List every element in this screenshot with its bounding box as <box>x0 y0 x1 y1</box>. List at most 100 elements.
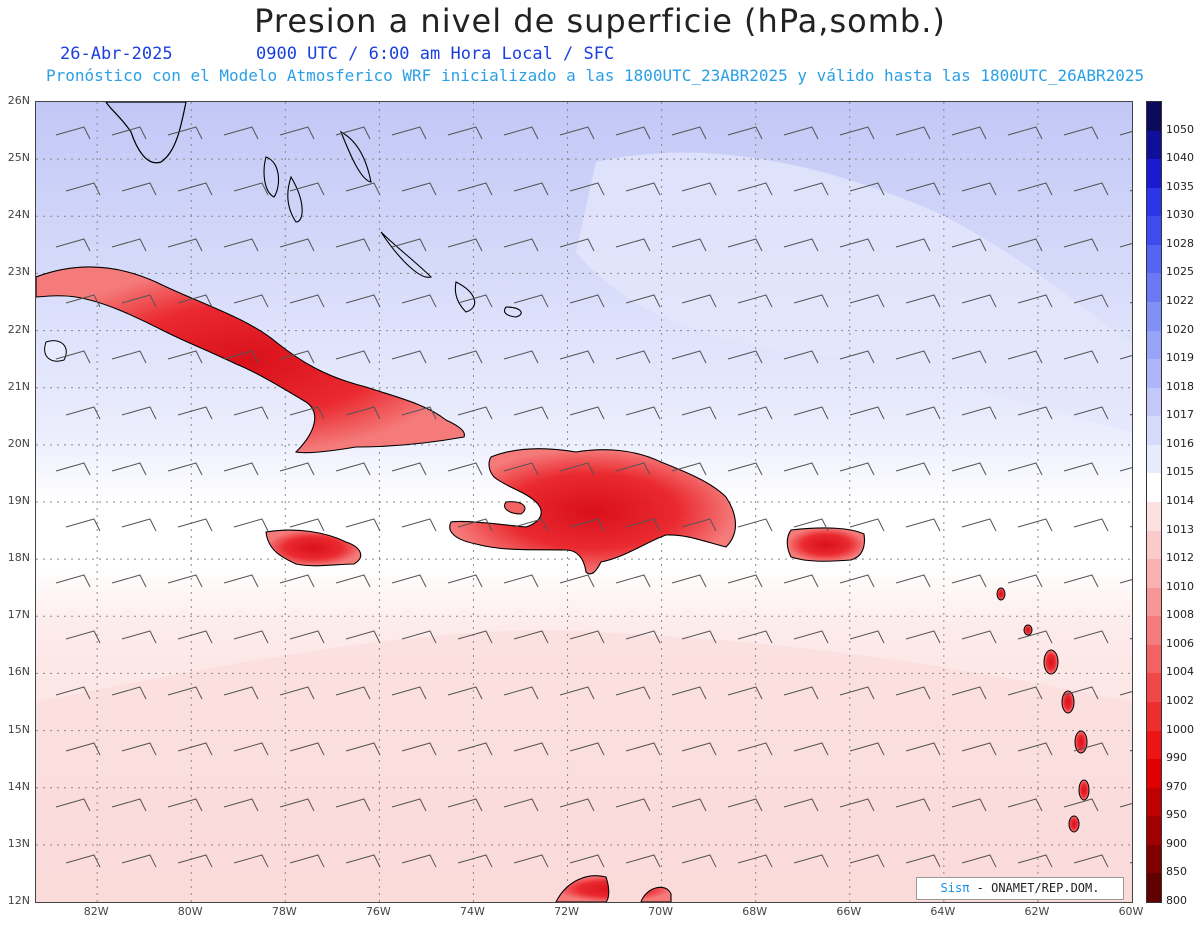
wind-barb <box>233 406 269 420</box>
colorbar-segment <box>1147 873 1161 903</box>
wind-barb <box>65 406 101 420</box>
wind-barb <box>1073 854 1109 868</box>
lat-label: 20N <box>7 436 30 450</box>
lon-label: 78W <box>271 905 297 918</box>
cuba-island <box>36 266 465 454</box>
lat-label: 15N <box>7 722 30 736</box>
wind-barb <box>503 350 539 364</box>
colorbar-segment <box>1147 159 1161 189</box>
wind-barb <box>783 126 819 140</box>
wind-barb <box>279 798 315 812</box>
lon-label: 64W <box>930 905 956 918</box>
wind-barb <box>951 798 987 812</box>
wind-barb <box>121 406 157 420</box>
wind-barb <box>345 742 381 756</box>
wind-barb <box>289 294 325 308</box>
wind-barb <box>177 518 213 532</box>
colorbar-label: 1040 <box>1166 151 1194 165</box>
colorbar-segment <box>1147 216 1161 246</box>
wind-barb <box>615 238 651 252</box>
wind-barb <box>1007 462 1043 476</box>
credit-text: - ONAMET/REP.DOM. <box>976 881 1100 895</box>
wind-barb <box>503 126 539 140</box>
colorbar-segment <box>1147 559 1161 589</box>
colorbar-label: 970 <box>1166 779 1187 793</box>
colorbar-segment <box>1147 673 1161 703</box>
colorbar-segment <box>1147 616 1161 646</box>
wind-barb <box>1007 686 1043 700</box>
wind-barb <box>671 798 707 812</box>
wind-barb <box>951 350 987 364</box>
wind-barb <box>503 574 539 588</box>
wind-barb <box>1119 579 1132 584</box>
wind-barb <box>55 462 91 476</box>
wind-barb <box>615 126 651 140</box>
lat-label: 26N <box>7 94 30 107</box>
wind-barb <box>503 462 539 476</box>
wind-barb <box>457 742 493 756</box>
wind-barb <box>895 350 931 364</box>
wind-barb <box>279 462 315 476</box>
wind-barb <box>1119 243 1132 248</box>
wind-barb <box>625 742 661 756</box>
lon-label: 80W <box>177 905 203 918</box>
wind-barb <box>1119 355 1132 360</box>
wind-barb <box>615 686 651 700</box>
wind-barb <box>1007 126 1043 140</box>
colorbar-segment <box>1147 702 1161 732</box>
colorbar-segment <box>1147 644 1161 674</box>
wind-barb <box>671 238 707 252</box>
wind-barb <box>1073 294 1109 308</box>
colorbar-label: 1025 <box>1166 265 1194 279</box>
wind-barb <box>111 686 147 700</box>
wind-barb <box>65 294 101 308</box>
wind-barb <box>223 798 259 812</box>
wind-barb <box>1119 131 1132 136</box>
wind-barb <box>513 294 549 308</box>
wind-barb <box>345 182 381 196</box>
colorbar-segment <box>1147 330 1161 360</box>
colorbar-label: 800 <box>1166 894 1187 907</box>
wind-barb <box>391 350 427 364</box>
wind-barb <box>513 406 549 420</box>
wind-barb <box>1017 630 1053 644</box>
wind-barb <box>177 406 213 420</box>
wind-barb <box>167 350 203 364</box>
colorbar-label: 1050 <box>1166 122 1194 136</box>
colorbar-segment <box>1147 530 1161 560</box>
wind-barb <box>951 238 987 252</box>
wind-barb <box>615 574 651 588</box>
wind-barb <box>223 686 259 700</box>
wind-barb <box>447 238 483 252</box>
wind-barb <box>1063 350 1099 364</box>
colorbar-label: 950 <box>1166 808 1187 822</box>
forecast-time-info: 0900 UTC / 6:00 am Hora Local / SFC <box>256 44 615 64</box>
wind-barb <box>513 630 549 644</box>
jamaica-island <box>265 529 362 567</box>
wind-barb <box>905 406 941 420</box>
bahamas-coast <box>263 130 522 318</box>
wind-barb <box>849 742 885 756</box>
wind-barb <box>503 238 539 252</box>
wind-barb <box>1017 294 1053 308</box>
wind-barb <box>345 854 381 868</box>
wind-barb <box>1017 518 1053 532</box>
wind-barb <box>681 854 717 868</box>
wind-barb <box>839 350 875 364</box>
hispaniola-island <box>449 448 736 575</box>
wind-barb <box>681 518 717 532</box>
wind-barb <box>671 574 707 588</box>
colorbar-label: 1002 <box>1166 694 1194 707</box>
wind-barb <box>961 854 997 868</box>
colorbar-label: 1004 <box>1166 665 1194 679</box>
wind-barb <box>335 798 371 812</box>
wind-barb <box>391 686 427 700</box>
wind-barb <box>559 238 595 252</box>
wind-barb <box>167 238 203 252</box>
wind-barb <box>335 574 371 588</box>
wind-barb <box>569 742 605 756</box>
wind-barb <box>727 462 763 476</box>
colorbar-segment <box>1147 844 1161 874</box>
wind-barb <box>727 238 763 252</box>
wind-barb <box>55 350 91 364</box>
